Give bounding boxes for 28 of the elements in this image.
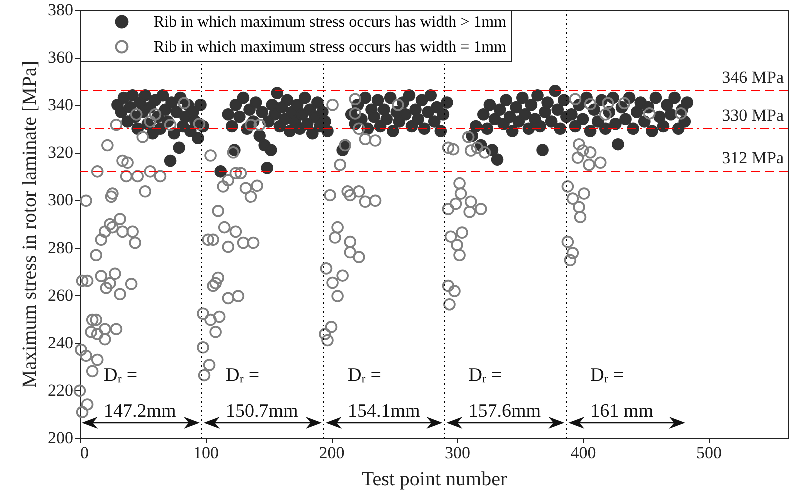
x-tick-label: 0 <box>80 444 89 462</box>
annotation: Dᵣ = 147.2mm <box>104 365 177 422</box>
y-tick-label: 280 <box>48 238 74 258</box>
y-tick-label: 320 <box>48 143 74 162</box>
y-tick-label: 360 <box>48 48 74 68</box>
ref-line-label: 312 MPa <box>722 148 784 168</box>
annotation: Dᵣ = 150.7mm <box>226 365 299 422</box>
x-tick-label: 400 <box>570 444 596 462</box>
y-tick-label: 380 <box>48 0 74 20</box>
y-tick-label: 340 <box>48 96 74 115</box>
annotation: Dᵣ = 157.6mm <box>468 365 542 422</box>
legend-label: Rib in which maximum stress occurs has width = 1mm <box>154 39 508 56</box>
x-axis-title: Test point number <box>362 468 508 490</box>
x-tick-label: 300 <box>445 444 471 462</box>
annotation: Dᵣ = 154.1mm <box>348 365 420 422</box>
ref-line-label: 330 MPa <box>722 106 784 125</box>
annotation: Dᵣ = 161 mm <box>590 365 654 422</box>
y-tick-label: 300 <box>48 190 74 210</box>
x-tick-label: 200 <box>319 444 345 462</box>
y-tick-label: 220 <box>48 380 74 400</box>
y-axis-title: Maximum stress in rotor laminate [MPa] <box>19 60 41 388</box>
x-tick-label: 500 <box>696 444 722 462</box>
x-tick-label: 100 <box>194 444 220 462</box>
y-tick-label: 200 <box>48 428 74 448</box>
y-tick-label: 260 <box>48 286 74 305</box>
ref-line-label: 346 MPa <box>722 68 784 87</box>
legend-label: Rib in which maximum stress occurs has width > 1mm <box>154 14 508 31</box>
y-tick-label: 240 <box>48 333 74 352</box>
